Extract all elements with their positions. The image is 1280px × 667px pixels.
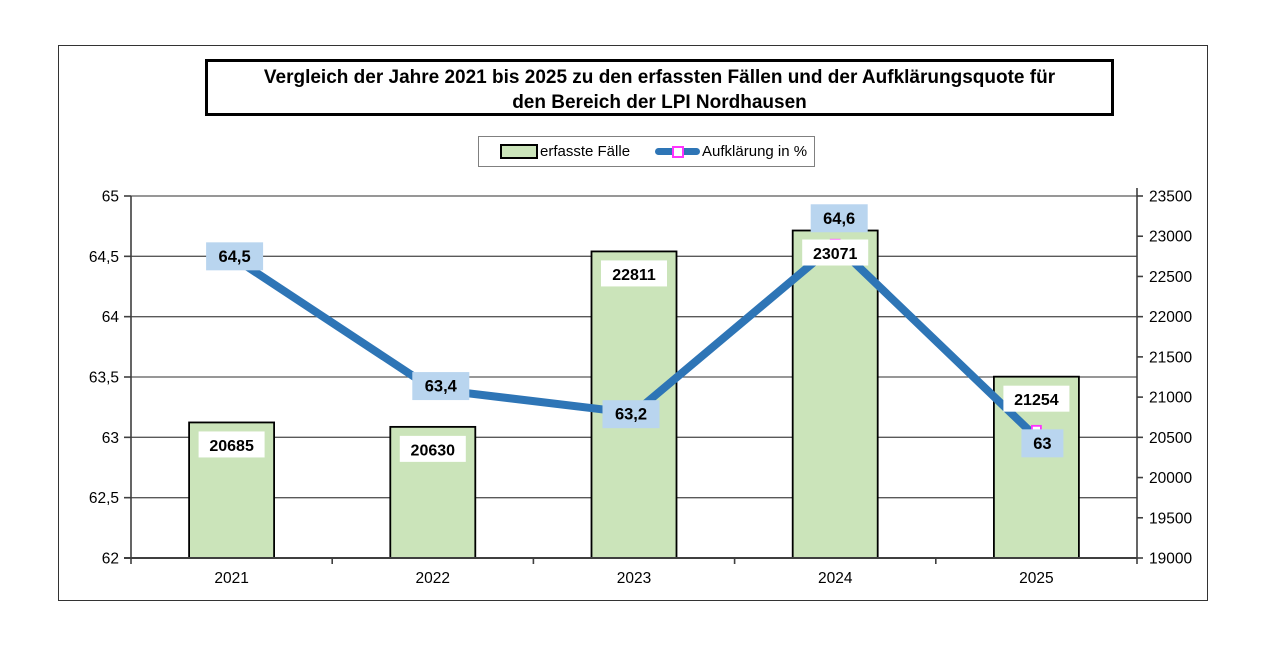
bar-value-label: 22811 xyxy=(612,267,656,284)
legend-line-label: Aufklärung in % xyxy=(702,143,808,160)
line-value-box xyxy=(412,372,470,401)
left-axis-label: 65 xyxy=(102,189,119,206)
line-value-label: 64,5 xyxy=(219,248,251,266)
bar-value-label: 21254 xyxy=(1014,392,1059,409)
right-axis-label: 19500 xyxy=(1149,510,1192,527)
bar-value-label: 20630 xyxy=(411,442,456,459)
plot-area: 65 64,5 64 63,5 63 62,5 62 23500 23000 22500 22000… xyxy=(89,188,1192,587)
bar-value-label: 23071 xyxy=(813,246,858,263)
line-value-box xyxy=(206,242,264,271)
line-value-box xyxy=(810,204,868,233)
chart-frame: Vergleich der Jahre 2021 bis 2025 zu den… xyxy=(58,45,1208,601)
bar-value-box xyxy=(802,239,869,266)
bar-2024 xyxy=(791,229,879,559)
left-axis-label: 64 xyxy=(102,309,120,326)
category-label: 2021 xyxy=(214,570,248,587)
right-axis-label: 22500 xyxy=(1149,269,1192,286)
left-axis-label: 64,5 xyxy=(89,249,119,266)
chart-title-line2: den Bereich der LPI Nordhausen xyxy=(512,92,807,113)
line-value-label: 63,2 xyxy=(615,406,647,424)
category-label: 2023 xyxy=(617,570,651,587)
line-value-label: 64,6 xyxy=(823,210,855,228)
legend: erfasste Fälle Aufklärung in % xyxy=(478,136,815,167)
bar-value-box xyxy=(1003,385,1070,412)
legend-bar-swatch-icon xyxy=(500,144,538,159)
right-axis-label: 21000 xyxy=(1149,390,1192,407)
bar-value-box xyxy=(399,435,466,462)
chart-title-line1: Vergleich der Jahre 2021 bis 2025 zu den… xyxy=(263,67,1056,88)
left-axis-label: 62 xyxy=(102,551,119,568)
category-label: 2022 xyxy=(416,570,450,587)
legend-line-marker-icon xyxy=(671,145,684,158)
right-axis-label: 23000 xyxy=(1149,229,1192,246)
category-label: 2025 xyxy=(1019,570,1053,587)
right-axis-label: 21500 xyxy=(1149,349,1192,366)
line-value-label: 63,4 xyxy=(425,378,458,396)
legend-line-swatch-icon xyxy=(655,145,701,158)
right-axis-label: 19000 xyxy=(1149,551,1192,568)
right-axis-label: 23500 xyxy=(1149,189,1192,206)
left-axis-label: 63,5 xyxy=(89,370,119,387)
left-axis-label: 63 xyxy=(102,430,119,447)
category-label: 2024 xyxy=(818,570,853,587)
line-value-label: 63 xyxy=(1033,435,1051,453)
legend-bar-label: erfasste Fälle xyxy=(540,143,631,160)
chart-title-box: Vergleich der Jahre 2021 bis 2025 zu den… xyxy=(205,59,1114,116)
left-axis-label: 62,5 xyxy=(89,490,119,507)
line-value-box xyxy=(602,400,660,429)
right-axis-label: 20500 xyxy=(1149,430,1192,447)
bar-value-box xyxy=(601,260,667,287)
bar-value-box xyxy=(198,431,265,458)
right-axis-label: 22000 xyxy=(1149,309,1192,326)
bar-value-label: 20685 xyxy=(209,438,254,455)
line-value-box xyxy=(1021,429,1064,458)
right-axis-label: 20000 xyxy=(1149,470,1192,487)
